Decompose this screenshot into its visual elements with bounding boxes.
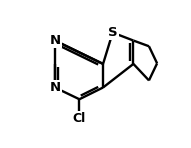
Text: N: N (49, 34, 61, 47)
Text: Cl: Cl (73, 112, 86, 125)
Text: N: N (49, 81, 61, 94)
Text: S: S (108, 26, 117, 39)
